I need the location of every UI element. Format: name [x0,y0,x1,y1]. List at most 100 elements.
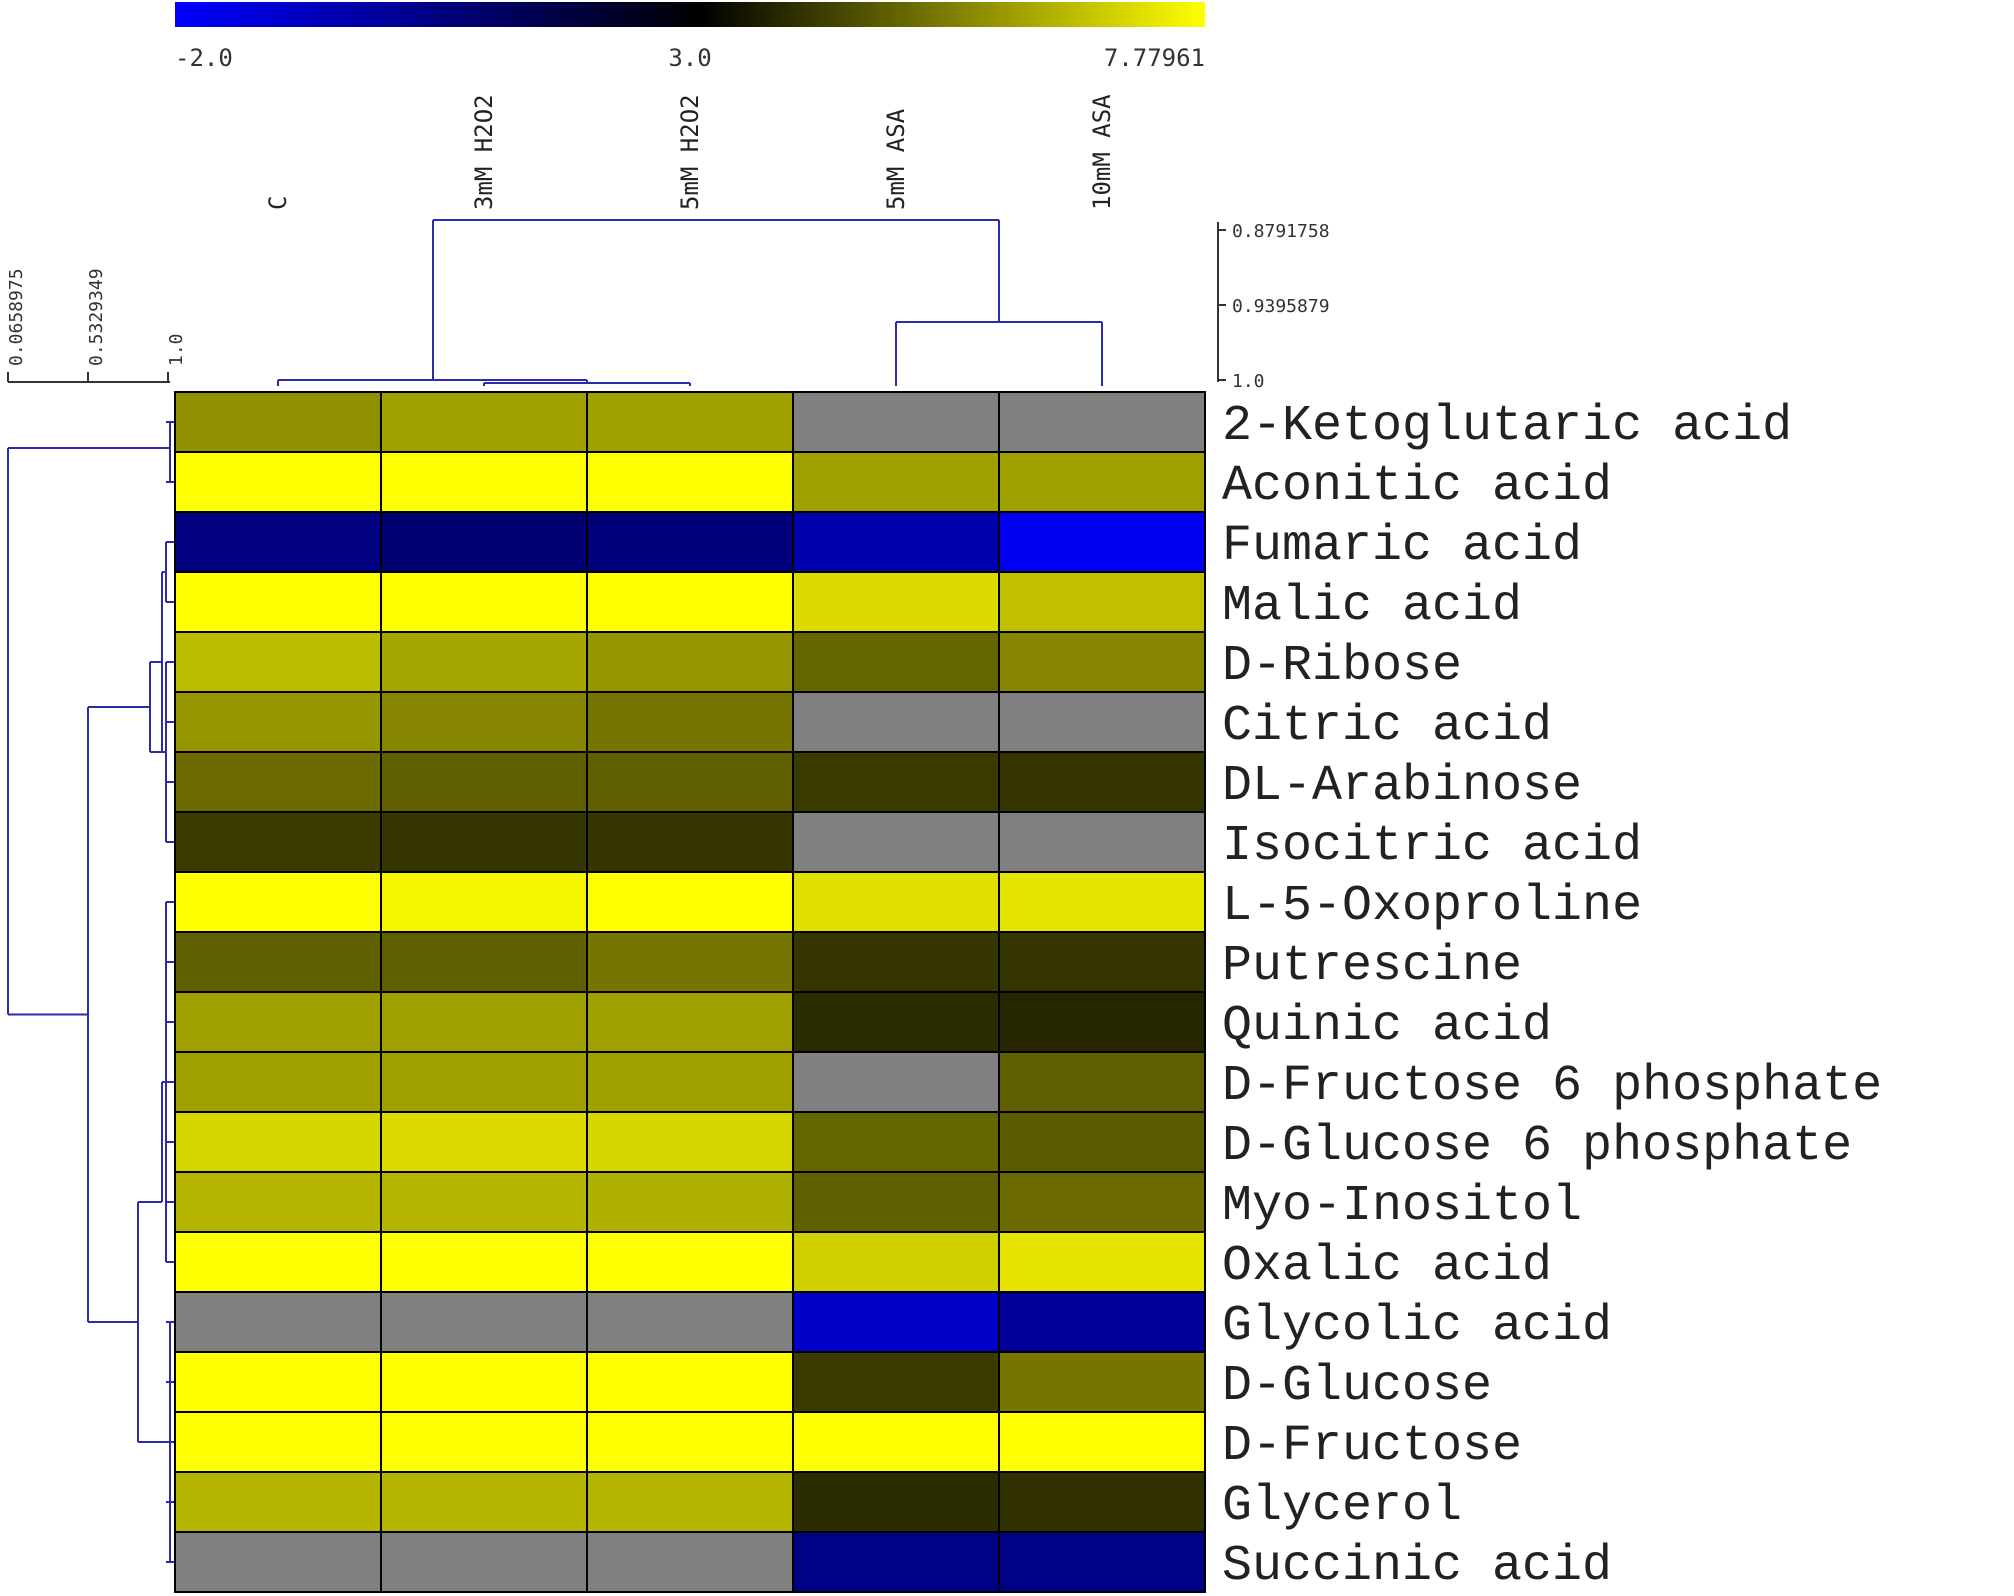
heatmap-cell [998,1531,1206,1593]
heatmap-cell [586,1231,794,1293]
heatmap-cell [380,1051,588,1113]
row-label: D-Ribose [1222,638,1462,695]
heatmap-cell [586,571,794,633]
column-labels: C 3mM H2O2 5mM H2O2 5mM ASA 10mM ASA [264,94,1116,210]
heatmap-cell [586,871,794,933]
heatmap-cell [380,1351,588,1413]
heatmap-cell [380,631,588,693]
heatmap-cell [586,1411,794,1473]
heatmap-cell [380,1411,588,1473]
heatmap-cell [174,751,382,813]
heatmap-cell [586,1351,794,1413]
heatmap-cell [998,1051,1206,1113]
row-label: 2-Ketoglutaric acid [1222,398,1792,455]
heatmap-cell [380,1171,588,1233]
heatmap-cell [586,1531,794,1593]
row-label: Glycolic acid [1222,1298,1612,1355]
heatmap-cell [586,391,794,453]
color-scale-max-label: 7.77961 [1104,44,1205,72]
row-label: Oxalic acid [1222,1238,1552,1295]
heatmap-cell [586,931,794,993]
heatmap-cell [586,1051,794,1113]
heatmap-cell [792,1411,1000,1473]
heatmap-cell [998,991,1206,1053]
heatmap-cell [792,751,1000,813]
row-label: D-Fructose [1222,1418,1522,1475]
heatmap-cell [380,451,588,513]
heatmap-cell [174,991,382,1053]
heatmap-cell [792,451,1000,513]
heatmap-cell [586,1111,794,1173]
heatmap-cell [586,1471,794,1533]
row-dendrogram [7,421,175,1563]
column-dendrogram [277,219,1103,386]
heatmap-cell [998,391,1206,453]
color-scale-min-label: -2.0 [175,44,233,72]
heatmap-cell [998,931,1206,993]
heatmap-cell [586,811,794,873]
row-label: Putrescine [1222,938,1522,995]
heatmap-cell [174,1231,382,1293]
heatmap-cell [174,571,382,633]
row-dendrogram-scale-label: 0.5329349 [86,268,107,366]
heatmap-cell [380,931,588,993]
heatmap-cell [998,1171,1206,1233]
heatmap-cell [998,631,1206,693]
heatmap-cell [380,1471,588,1533]
row-label: L-5-Oxoproline [1222,878,1642,935]
row-label: D-Glucose 6 phosphate [1222,1118,1852,1175]
column-dendrogram-scale-label: 0.8791758 [1232,221,1330,242]
heatmap-cell [586,991,794,1053]
heatmap-cell [174,511,382,573]
heatmap-cell [380,751,588,813]
column-label: C [264,196,292,210]
heatmap-cell [792,1171,1000,1233]
row-label: Aconitic acid [1222,458,1612,515]
heatmap-cell [792,631,1000,693]
heatmap-cell [586,451,794,513]
row-dendrogram-scale: 0.0658975 0.5329349 1.0 [6,268,187,383]
row-label: Quinic acid [1222,998,1552,1055]
heatmap-cell [792,691,1000,753]
heatmap-cell [586,1291,794,1353]
row-label: Malic acid [1222,578,1522,635]
column-label: 5mM ASA [882,108,910,210]
row-label: DL-Arabinose [1222,758,1582,815]
row-label: D-Glucose [1222,1358,1492,1415]
heatmap-cell [792,1231,1000,1293]
heatmap-cell [792,391,1000,453]
heatmap-cell [792,1531,1000,1593]
row-label: D-Fructose 6 phosphate [1222,1058,1882,1115]
heatmap-cell [792,1471,1000,1533]
heatmap-cell [998,811,1206,873]
heatmap-cell [174,391,382,453]
heatmap-cell [792,991,1000,1053]
heatmap-cell [998,871,1206,933]
heatmap-cell [380,1111,588,1173]
heatmap-cell [174,931,382,993]
heatmap-cell [174,631,382,693]
column-label: 5mM H2O2 [676,94,704,210]
heatmap-cell [380,1531,588,1593]
row-label: Isocitric acid [1222,818,1642,875]
heatmap-cells [174,391,1206,1593]
heatmap-cell [792,1051,1000,1113]
column-label: 3mM H2O2 [470,94,498,210]
row-label: Fumaric acid [1222,518,1582,575]
row-label: Succinic acid [1222,1538,1612,1595]
heatmap-cell [380,1291,588,1353]
heatmap-cell [380,1231,588,1293]
heatmap-cell [380,511,588,573]
heatmap-cell [174,1531,382,1593]
heatmap-cell [792,1111,1000,1173]
heatmap-cell [174,871,382,933]
heatmap-cell [998,1471,1206,1533]
column-label: 10mM ASA [1088,94,1116,210]
heatmap-cell [998,1351,1206,1413]
heatmap-cell [998,1111,1206,1173]
heatmap-cell [792,811,1000,873]
heatmap-cell [380,571,588,633]
heatmap-cell [380,991,588,1053]
